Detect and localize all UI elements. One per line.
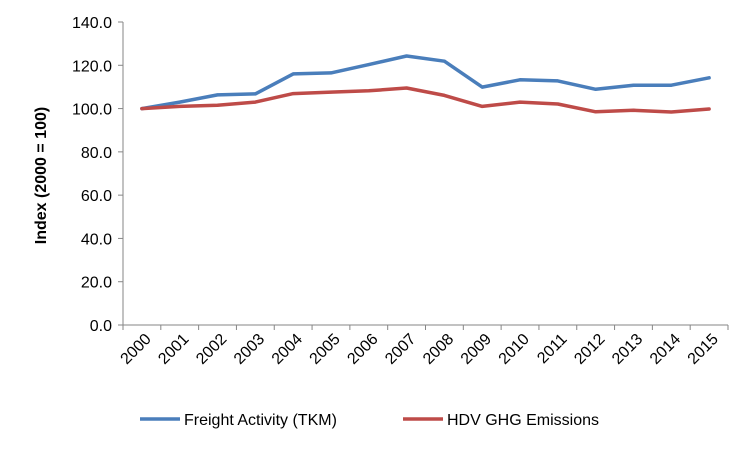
data-point — [216, 93, 220, 97]
x-ticks: 2000 2001 2002 2003 2004 2005 2006 2007 2008 2009… — [118, 325, 729, 368]
data-point — [480, 104, 484, 108]
data-point — [291, 92, 295, 96]
data-point — [253, 100, 257, 104]
series-line-0 — [140, 54, 711, 111]
y-tick-label: 20.0 — [81, 275, 112, 292]
data-point — [518, 100, 522, 104]
data-point — [518, 78, 522, 82]
data-point — [669, 110, 673, 114]
data-point — [405, 54, 409, 58]
legend: Freight Activity (TKM) HDV GHG Emissions — [140, 412, 599, 429]
y-tick-label: 0.0 — [90, 318, 112, 335]
data-point — [669, 83, 673, 87]
x-tick-label: 2007 — [382, 331, 419, 368]
data-point — [329, 71, 333, 75]
data-point — [178, 100, 182, 104]
data-point — [594, 110, 598, 114]
data-point — [556, 79, 560, 83]
series-line-1 — [140, 86, 711, 114]
data-point — [291, 72, 295, 76]
data-point — [556, 102, 560, 106]
x-tick-label: 2001 — [155, 331, 192, 368]
x-tick-label: 2005 — [307, 331, 344, 368]
data-point — [442, 59, 446, 63]
y-ticks: 0.0 20.0 40.0 60.0 80.0 100.0 120.0 140.0 — [72, 15, 123, 335]
legend-label-1: HDV GHG Emissions — [447, 412, 599, 429]
data-point — [367, 63, 371, 67]
x-tick-label: 2011 — [534, 331, 570, 367]
x-tick-label: 2006 — [344, 331, 381, 368]
y-tick-label: 140.0 — [72, 15, 112, 32]
x-tick-label: 2012 — [571, 331, 608, 368]
data-point — [442, 93, 446, 97]
y-tick-label: 120.0 — [72, 58, 112, 75]
x-tick-label: 2009 — [458, 331, 495, 368]
x-tick-label: 2015 — [685, 331, 722, 368]
x-tick-label: 2000 — [118, 331, 155, 368]
data-point — [631, 83, 635, 87]
y-tick-label: 100.0 — [72, 102, 112, 119]
x-tick-label: 2002 — [193, 331, 230, 368]
x-tick-label: 2014 — [647, 331, 684, 368]
y-axis-label: Index (2000 = 100) — [33, 107, 50, 244]
series-lines — [140, 54, 711, 114]
data-point — [367, 89, 371, 93]
y-tick-label: 60.0 — [81, 188, 112, 205]
legend-label-0: Freight Activity (TKM) — [184, 412, 337, 429]
data-point — [480, 85, 484, 89]
data-point — [707, 76, 711, 80]
data-point — [329, 90, 333, 94]
x-tick-label: 2013 — [609, 331, 646, 368]
data-point — [405, 86, 409, 90]
data-point — [631, 108, 635, 112]
data-point — [253, 92, 257, 96]
data-point — [178, 104, 182, 108]
data-point — [594, 87, 598, 91]
x-tick-label: 2004 — [269, 331, 306, 368]
data-point — [707, 107, 711, 111]
data-point — [216, 103, 220, 107]
axes — [122, 22, 728, 326]
x-tick-label: 2003 — [231, 331, 268, 368]
data-point — [140, 107, 144, 111]
x-tick-label: 2010 — [496, 331, 533, 368]
x-tick-label: 2008 — [420, 331, 457, 368]
y-tick-label: 40.0 — [81, 231, 112, 248]
y-tick-label: 80.0 — [81, 145, 112, 162]
